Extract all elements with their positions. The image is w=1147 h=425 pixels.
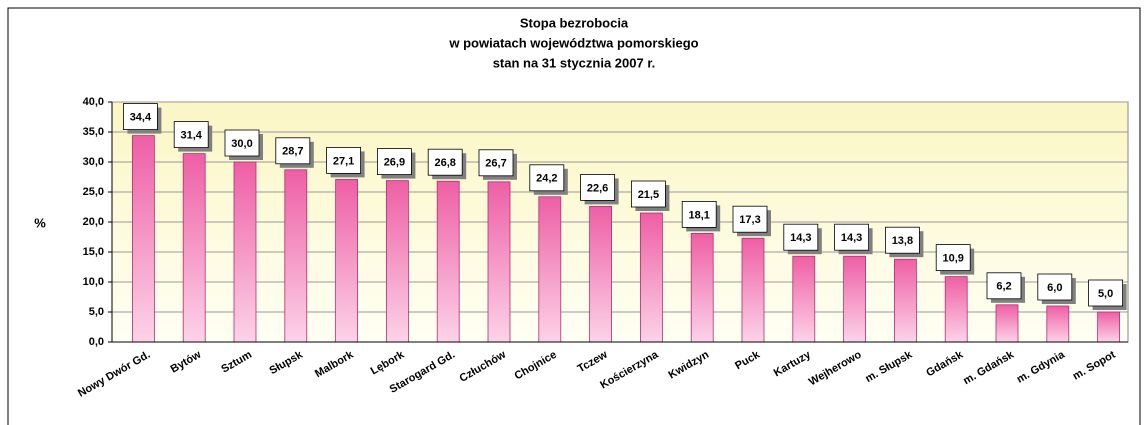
label-box [275, 137, 311, 165]
label-box [478, 149, 514, 177]
bar [385, 180, 409, 343]
label-box [935, 244, 971, 272]
data-label: 14,3 [841, 232, 862, 244]
data-label: 14,3 [790, 232, 811, 244]
data-label: 5,0 [1098, 288, 1113, 300]
bar [131, 135, 155, 343]
label-box [783, 223, 819, 251]
label-box [224, 129, 260, 157]
y-axis-label: % [34, 215, 46, 230]
y-tick-label: 20,0 [83, 216, 104, 228]
label-box [326, 146, 362, 174]
bar [589, 205, 612, 343]
label-box [681, 200, 717, 228]
data-label: 6,0 [1047, 282, 1062, 294]
bar [1046, 305, 1070, 343]
label-box [986, 272, 1022, 300]
data-label: 21,5 [638, 189, 659, 201]
bar [538, 196, 562, 343]
bar [335, 178, 359, 343]
data-label: 22,6 [587, 182, 608, 194]
chart-title: stan na 31 stycznia 2007 r. [493, 55, 656, 70]
y-tick-label: 40,0 [83, 96, 104, 108]
y-tick-label: 5,0 [89, 306, 104, 318]
label-box [529, 164, 565, 192]
label-box [580, 173, 615, 201]
y-tick-label: 30,0 [83, 156, 104, 168]
data-label: 18,1 [688, 209, 709, 221]
data-label: 30,0 [231, 138, 252, 150]
label-box [732, 205, 768, 233]
data-label: 26,7 [485, 158, 506, 170]
data-label: 28,7 [282, 146, 303, 158]
data-label: 10,9 [942, 253, 963, 265]
data-label: 13,8 [892, 235, 913, 247]
bar [182, 153, 206, 343]
y-tick-label: 15,0 [83, 246, 104, 258]
label-box [1037, 273, 1073, 301]
label-box [834, 223, 869, 251]
label-box [1088, 279, 1123, 307]
bar [284, 169, 308, 343]
chart-title: Stopa bezrobocia [520, 15, 629, 30]
y-tick-label: 35,0 [83, 126, 104, 138]
label-box [123, 103, 158, 130]
bar [894, 258, 917, 343]
data-label: 26,9 [384, 157, 405, 169]
bar [233, 161, 257, 343]
chart-title: w powiatach województwa pomorskiego [448, 35, 698, 50]
bar [944, 276, 968, 343]
data-label: 17,3 [739, 214, 760, 226]
bar [995, 304, 1019, 343]
bar [487, 181, 511, 343]
label-box [427, 148, 463, 176]
bar [1097, 311, 1120, 343]
bar [436, 180, 460, 343]
label-box [631, 180, 666, 208]
data-label: 26,8 [434, 157, 455, 169]
bar [741, 237, 765, 343]
label-box [173, 121, 209, 148]
bar [843, 255, 866, 343]
bar [640, 212, 663, 343]
data-label: 27,1 [333, 155, 354, 167]
label-box [376, 148, 412, 176]
data-label: 31,4 [180, 130, 202, 142]
data-label: 6,2 [996, 281, 1011, 293]
label-box [885, 226, 920, 254]
y-tick-label: 25,0 [83, 186, 104, 198]
data-label: 34,4 [130, 112, 152, 124]
y-tick-label: 10,0 [83, 276, 104, 288]
data-label: 24,2 [536, 173, 557, 185]
bar [792, 255, 816, 343]
bar [690, 232, 714, 343]
y-tick-label: 0,0 [89, 336, 104, 348]
